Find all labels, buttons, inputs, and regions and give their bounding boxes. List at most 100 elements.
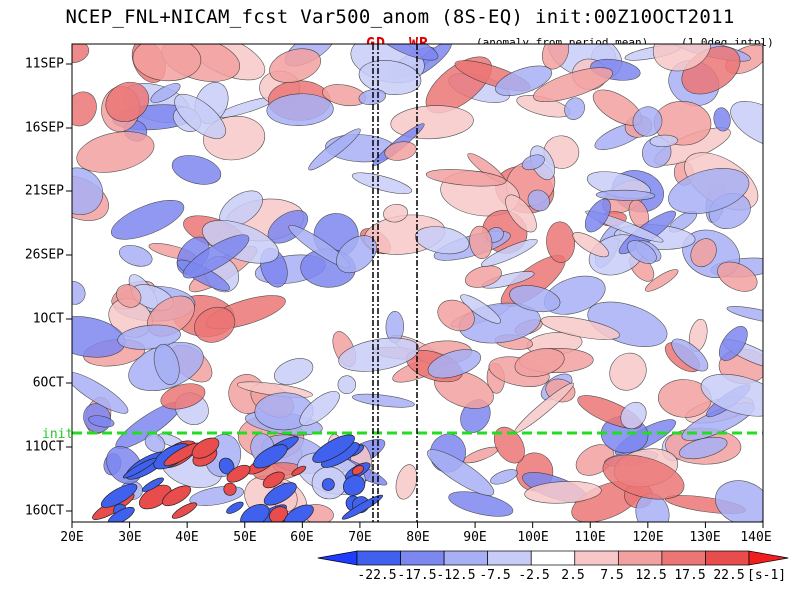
chart-title: NCEP_FNL+NICAM_fcst Var500_anom (8S-EQ) … <box>65 6 735 28</box>
y-tick-label: 16OCT <box>24 503 64 519</box>
colorbar-unit: [s-1] <box>747 568 787 583</box>
y-tick-label: 11OCT <box>24 439 64 455</box>
y-tick-label: 11SEP <box>24 56 64 72</box>
colorbar-label: -7.5 <box>479 568 511 583</box>
anomaly-blob <box>546 221 576 263</box>
anomaly-blob <box>337 375 357 394</box>
anomaly-blob <box>384 141 417 161</box>
anomaly-blob <box>649 134 678 148</box>
anomaly-blob <box>105 81 150 122</box>
colorbar-swatch <box>705 550 750 566</box>
anomaly-blob <box>521 154 545 171</box>
anomaly-blob <box>321 478 335 491</box>
anomaly-blob <box>336 235 377 274</box>
colorbar-label: -22.5 <box>357 568 397 583</box>
colorbar-swatch <box>661 550 706 566</box>
anomaly-blob <box>715 480 763 522</box>
anomaly-blob <box>671 338 709 372</box>
anomaly-blob <box>427 449 495 496</box>
anomaly-blob <box>88 415 115 428</box>
anomaly-blob <box>437 299 475 332</box>
anomaly-blob <box>72 44 90 64</box>
anomaly-blob <box>116 284 142 308</box>
anomaly-blob <box>584 198 611 233</box>
anomaly-blob <box>262 471 285 489</box>
anomaly-blob <box>72 91 97 127</box>
anomaly-blob <box>299 390 340 426</box>
x-tick-label: 90E <box>463 530 487 545</box>
anomaly-blob <box>72 281 86 305</box>
anomaly-blob <box>464 265 502 288</box>
anomaly-blob <box>100 483 138 508</box>
anomaly-blob <box>284 504 314 522</box>
colorbar-label: -12.5 <box>436 568 476 583</box>
anomaly-blob <box>595 189 656 201</box>
anomaly-blob <box>266 93 334 126</box>
anomaly-blob <box>269 506 289 522</box>
x-tick-marks <box>71 522 764 528</box>
anomaly-blob <box>509 285 561 313</box>
colorbar-label: 12.5 <box>635 568 667 583</box>
anomaly-blob <box>144 433 166 453</box>
anomaly-blob <box>460 294 501 324</box>
colorbar-swatch <box>530 550 576 566</box>
anomaly-blob <box>352 393 415 408</box>
y-tick-label: 21SEP <box>24 183 64 199</box>
anomaly-blob <box>338 337 420 372</box>
x-tick-label: 120E <box>632 530 664 545</box>
colorbar-swatch <box>443 550 489 566</box>
anomaly-blob <box>627 240 657 264</box>
anomaly-blob <box>620 401 647 430</box>
anomaly-blob <box>690 238 717 268</box>
anomaly-blob <box>377 44 439 61</box>
anomaly-blob <box>493 426 525 464</box>
anomaly-blob <box>162 485 192 507</box>
colorbar-label: 7.5 <box>600 568 624 583</box>
anomaly-blob <box>700 373 763 417</box>
colorbar-swatch <box>574 550 619 566</box>
x-tick-label: 110E <box>574 530 606 545</box>
anomaly-blob <box>564 97 585 120</box>
anomaly-blob <box>194 306 236 343</box>
x-tick-label: 140E <box>740 530 772 545</box>
anomaly-blob <box>713 107 731 132</box>
anomaly-blob <box>150 83 181 103</box>
anomaly-blob <box>263 482 297 506</box>
anomaly-blob <box>718 326 748 361</box>
x-tick-label: 130E <box>689 530 721 545</box>
init-label: init <box>42 427 74 442</box>
anomaly-blob <box>632 106 663 137</box>
colorbar <box>317 550 789 566</box>
anomaly-blob <box>505 194 537 233</box>
anomaly-blob <box>480 239 538 267</box>
anomaly-blob <box>141 477 164 492</box>
anomaly-blob <box>240 504 270 522</box>
colorbar-swatch <box>487 550 532 566</box>
anomaly-blob <box>717 261 758 292</box>
colorbar-swatch <box>617 550 663 566</box>
anomaly-blob <box>226 464 251 483</box>
anomaly-blob <box>644 269 679 292</box>
anomaly-blob <box>427 349 482 379</box>
anomaly-blob <box>107 506 135 522</box>
anomaly-blob <box>273 358 314 385</box>
anomaly-blob <box>514 348 565 378</box>
colorbar-label: 2.5 <box>561 568 585 583</box>
anomaly-blob <box>358 60 422 95</box>
colorbar-swatch <box>317 550 358 566</box>
anomaly-blob <box>191 437 220 459</box>
anomaly-blob <box>425 169 507 187</box>
anomaly-blob <box>122 457 157 479</box>
x-tick-label: 20E <box>60 530 84 545</box>
anomaly-blob <box>72 167 104 216</box>
anomaly-blob <box>726 306 763 325</box>
anomaly-blob <box>609 352 647 391</box>
anomaly-blob <box>253 444 288 469</box>
x-tick-label: 80E <box>406 530 430 545</box>
anomaly-blob <box>117 324 181 350</box>
anomaly-blob <box>226 501 244 514</box>
colorbar-label: -17.5 <box>397 568 437 583</box>
anomaly-blob <box>524 481 602 504</box>
anomaly-blob <box>153 343 180 385</box>
anomaly-blob <box>490 469 518 485</box>
